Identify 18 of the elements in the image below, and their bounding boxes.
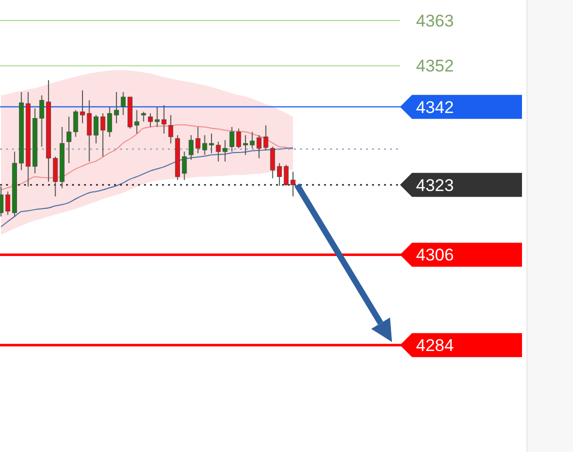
ref-line-label: 4323 xyxy=(416,176,454,195)
candlestick xyxy=(134,110,140,134)
candlestick xyxy=(290,171,296,197)
candlestick xyxy=(263,124,268,150)
ref-line-label: 4284 xyxy=(416,336,454,356)
ref-line-label: 4363 xyxy=(416,11,454,30)
candlestick xyxy=(182,151,187,180)
candlestick xyxy=(114,92,119,124)
candlestick xyxy=(141,111,146,122)
candlestick xyxy=(168,114,174,144)
ref-line-label: 4352 xyxy=(416,56,454,76)
candlestick xyxy=(162,104,166,134)
candlestick xyxy=(80,90,85,124)
ref-line-label: 4306 xyxy=(416,246,454,265)
candlestick xyxy=(270,146,276,179)
candlestick xyxy=(188,134,194,160)
ref-line-label: 4342 xyxy=(416,98,454,117)
candlestick xyxy=(209,133,214,154)
